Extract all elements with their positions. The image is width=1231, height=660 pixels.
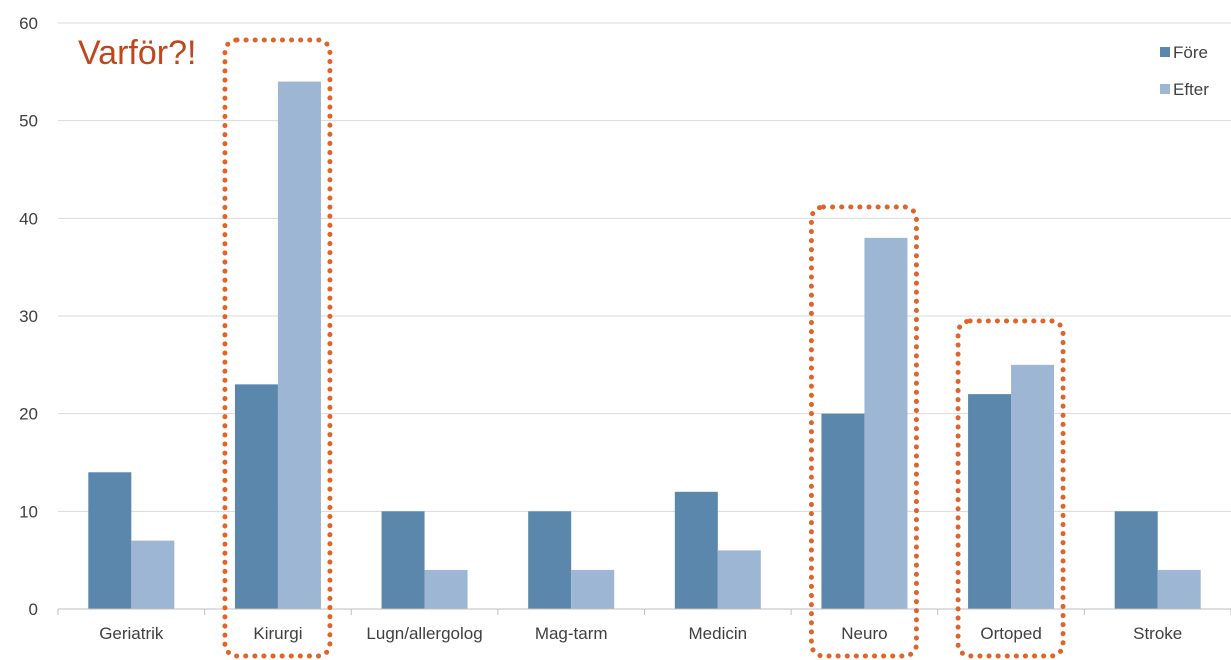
bar-efter-mag-tarm: [571, 569, 615, 609]
bar-efter-kirurgi: [277, 81, 321, 610]
legend-swatch-före: [1160, 47, 1170, 57]
annotation-text: Varför?!: [78, 34, 196, 72]
x-tick-label: Geriatrik: [99, 624, 164, 643]
bar-före-mag-tarm: [528, 511, 572, 609]
x-axis: Geriatrik Kirurgi Lugn/allergolog Mag-tarm M…: [57, 608, 1231, 643]
bar-före-medicin: [674, 491, 718, 609]
bar-före-lugn-allergolog: [381, 511, 425, 609]
y-axis-ticks: 0 10 20 30 40 50 60: [19, 14, 38, 619]
bar-efter-medicin: [717, 550, 761, 609]
x-tick-label: Stroke: [1133, 624, 1182, 643]
bar-före-stroke: [1114, 511, 1158, 609]
bar-efter-geriatrik: [131, 540, 175, 609]
x-tick-label: Kirurgi: [253, 624, 302, 643]
highlight-box-neuro: [808, 204, 919, 659]
y-tick-label: 30: [19, 307, 38, 326]
bar-efter-neuro: [864, 237, 908, 609]
x-tick-label: Lugn/allergolog: [366, 624, 482, 643]
y-tick-label: 10: [19, 502, 38, 521]
x-tick-label: Medicin: [689, 624, 748, 643]
bar-före-kirurgi: [234, 384, 278, 609]
highlight-boxes: [222, 37, 1066, 659]
y-tick-label: 20: [19, 405, 38, 424]
highlight-box-ortoped: [955, 318, 1066, 659]
y-tick-label: 60: [19, 14, 38, 33]
gridlines: [58, 22, 1231, 512]
bar-före-neuro: [821, 413, 865, 609]
y-tick-label: 50: [19, 112, 38, 131]
y-tick-label: 40: [19, 209, 38, 228]
y-tick-label: 0: [29, 600, 38, 619]
x-tick-label: Mag-tarm: [535, 624, 608, 643]
bar-efter-lugn-allergolog: [424, 569, 468, 609]
bar-efter-stroke: [1157, 569, 1201, 609]
bar-efter-ortoped: [1011, 364, 1055, 609]
legend-swatch-efter: [1160, 84, 1170, 94]
bar-före-geriatrik: [88, 472, 132, 609]
legend-label-före: Före: [1173, 43, 1208, 62]
x-tick-label: Neuro: [841, 624, 887, 643]
legend: Före Efter: [1160, 43, 1209, 99]
bar-före-ortoped: [968, 394, 1012, 609]
bars: [88, 81, 1201, 610]
x-tick-label: Ortoped: [980, 624, 1041, 643]
legend-label-efter: Efter: [1173, 80, 1209, 99]
